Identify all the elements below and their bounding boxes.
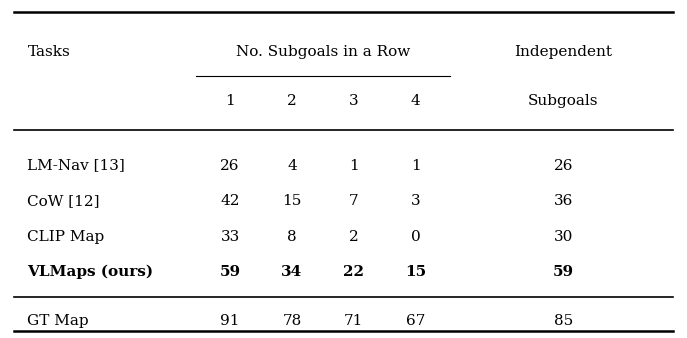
Text: 15: 15 [282,194,302,208]
Text: 8: 8 [287,230,297,244]
Text: CLIP Map: CLIP Map [27,230,104,244]
Text: CoW [12]: CoW [12] [27,194,100,208]
Text: 4: 4 [411,94,420,108]
Text: No. Subgoals in a Row: No. Subgoals in a Row [236,45,410,59]
Text: 42: 42 [221,194,240,208]
Text: 71: 71 [344,314,363,328]
Text: 1: 1 [225,94,235,108]
Text: 33: 33 [221,230,240,244]
Text: 7: 7 [349,194,359,208]
Text: 59: 59 [220,265,240,279]
Text: 91: 91 [221,314,240,328]
Text: 26: 26 [221,159,240,173]
Text: 22: 22 [344,265,364,279]
Text: GT Map: GT Map [27,314,89,328]
Text: 78: 78 [282,314,302,328]
Text: 34: 34 [282,265,302,279]
Text: Tasks: Tasks [27,45,70,59]
Text: 0: 0 [411,230,420,244]
Text: 85: 85 [554,314,573,328]
Text: 1: 1 [411,159,420,173]
Text: 4: 4 [287,159,297,173]
Text: 3: 3 [349,94,359,108]
Text: LM-Nav [13]: LM-Nav [13] [27,159,125,173]
Text: 36: 36 [554,194,573,208]
Text: 3: 3 [411,194,420,208]
Text: 59: 59 [553,265,574,279]
Text: 1: 1 [349,159,359,173]
Text: 30: 30 [554,230,573,244]
Text: Independent: Independent [515,45,612,59]
Text: Subgoals: Subgoals [528,94,598,108]
Text: 2: 2 [287,94,297,108]
Text: 15: 15 [405,265,426,279]
Text: 2: 2 [349,230,359,244]
Text: 26: 26 [554,159,573,173]
Text: VLMaps (ours): VLMaps (ours) [27,265,154,279]
Text: 67: 67 [406,314,425,328]
